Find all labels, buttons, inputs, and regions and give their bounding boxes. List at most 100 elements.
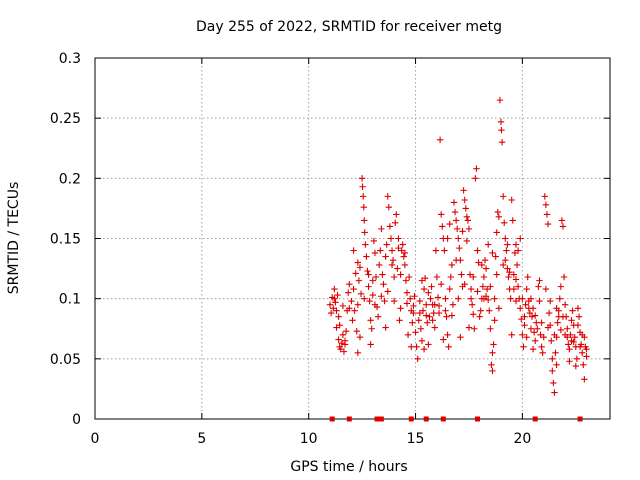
data-point <box>482 293 490 300</box>
data-point <box>397 271 404 278</box>
data-point <box>416 297 424 305</box>
data-point <box>491 317 498 324</box>
data-point <box>551 389 558 396</box>
data-point <box>508 331 515 338</box>
data-point <box>331 295 338 302</box>
data-point <box>456 244 463 252</box>
tick-labels: 0 5 10 15 20 0 0.05 0.1 0.15 0.2 0.25 0.3 <box>50 51 531 447</box>
data-point <box>342 327 350 335</box>
data-point <box>354 349 362 357</box>
data-point <box>341 341 349 348</box>
data-point <box>568 337 575 344</box>
data-point <box>334 291 341 299</box>
data-point <box>357 290 365 298</box>
data-point <box>345 289 352 296</box>
data-point <box>545 309 553 317</box>
data-point <box>553 305 560 312</box>
y-tick-label: 0.25 <box>50 111 81 127</box>
data-point <box>378 293 385 300</box>
data-point <box>542 201 550 209</box>
data-point <box>432 247 440 254</box>
x-tick-label: 20 <box>513 431 531 447</box>
data-point <box>359 193 367 200</box>
data-point <box>431 301 438 308</box>
data-point <box>418 337 426 344</box>
data-point <box>409 319 416 326</box>
data-point <box>473 165 480 172</box>
data-point <box>414 355 421 363</box>
data-point <box>512 297 520 305</box>
zero-marker <box>423 416 429 422</box>
data-point <box>542 285 550 293</box>
data-point <box>425 289 432 296</box>
data-point <box>493 271 500 278</box>
data-point <box>435 302 443 310</box>
data-point <box>381 297 388 305</box>
data-point <box>512 241 520 248</box>
data-point <box>371 301 379 308</box>
data-point <box>554 319 561 326</box>
data-point <box>579 349 586 357</box>
data-point <box>439 223 446 230</box>
data-point <box>472 175 479 182</box>
data-point <box>529 346 537 353</box>
data-point <box>498 139 506 146</box>
data-point <box>487 283 494 290</box>
data-points <box>326 96 590 422</box>
data-point <box>583 346 590 353</box>
data-point <box>575 313 583 320</box>
data-point <box>463 237 471 245</box>
data-point <box>561 301 569 308</box>
chart-title: Day 255 of 2022, SRMTID for receiver met… <box>196 19 502 35</box>
data-point <box>502 256 509 264</box>
data-point <box>503 247 510 254</box>
zero-marker <box>329 416 335 422</box>
data-point <box>572 362 580 370</box>
data-point <box>425 341 432 348</box>
data-point <box>511 249 519 257</box>
data-point <box>458 271 465 278</box>
data-point <box>543 211 551 218</box>
data-point <box>337 346 344 353</box>
data-point <box>466 271 474 278</box>
data-point <box>523 333 530 341</box>
data-point <box>512 276 520 283</box>
x-tick-label: 10 <box>300 431 318 447</box>
data-point <box>517 305 524 312</box>
data-point <box>392 219 399 227</box>
data-point <box>388 261 396 269</box>
data-point <box>443 313 450 320</box>
data-point <box>429 317 436 324</box>
data-point <box>556 295 563 302</box>
data-point <box>521 321 528 329</box>
x-tick-label: 0 <box>91 431 100 447</box>
data-point <box>340 348 348 355</box>
data-point <box>450 199 458 206</box>
data-point <box>535 283 542 290</box>
data-point <box>411 293 418 300</box>
data-point <box>549 367 556 375</box>
data-point <box>479 283 487 290</box>
data-point <box>494 208 502 216</box>
data-point <box>568 317 575 324</box>
data-point <box>452 217 460 224</box>
data-point <box>436 136 444 144</box>
y-tick-label: 0.1 <box>59 292 81 308</box>
data-point <box>454 225 461 233</box>
data-point <box>448 261 456 269</box>
data-point <box>390 297 398 305</box>
data-point <box>510 271 518 278</box>
data-point <box>459 228 466 235</box>
data-point <box>497 118 505 125</box>
data-point <box>525 305 532 312</box>
data-point <box>433 273 441 281</box>
data-point <box>551 331 558 338</box>
data-point <box>536 297 543 305</box>
data-point <box>410 309 417 317</box>
data-point <box>354 259 362 266</box>
data-point <box>350 285 357 293</box>
data-point <box>561 331 569 338</box>
data-point <box>505 273 512 281</box>
data-point <box>415 317 422 324</box>
x-tick-label: 15 <box>407 431 425 447</box>
